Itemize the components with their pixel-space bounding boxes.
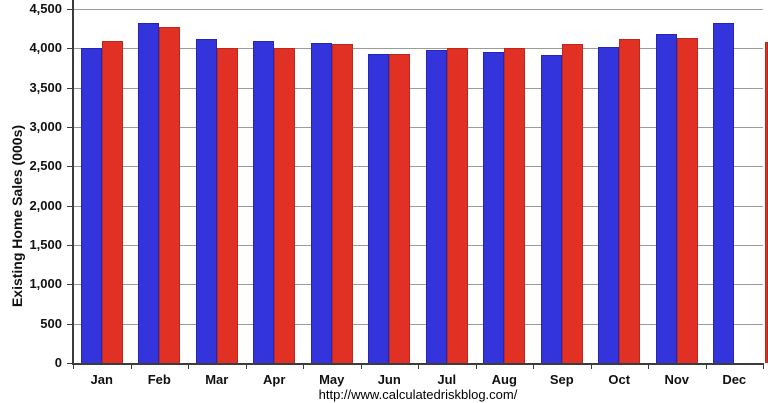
bar-feb-red-series	[159, 27, 181, 363]
x-tick-label-jan: Jan	[90, 372, 113, 387]
x-tick-label-jun: Jun	[377, 372, 401, 387]
x-tick-mark	[245, 365, 247, 369]
gridline	[73, 87, 763, 89]
y-tick-mark	[67, 87, 73, 89]
y-tick-mark	[67, 9, 73, 10]
x-tick-label-may: May	[319, 372, 345, 387]
y-tick-label: 1,000	[29, 276, 62, 292]
bar-jun-blue-series	[368, 53, 390, 363]
x-tick-label-mar: Mar	[205, 372, 229, 387]
gridline	[73, 166, 763, 168]
gridline	[73, 245, 763, 246]
x-tick-label-sep: Sep	[549, 372, 574, 387]
y-tick-mark	[67, 245, 73, 246]
y-tick-mark	[67, 205, 73, 207]
x-tick-mark	[418, 365, 419, 369]
bar-sep-blue-series	[540, 54, 562, 363]
x-tick-mark	[533, 365, 534, 369]
x-tick-mark	[360, 365, 362, 369]
y-tick-mark	[67, 284, 73, 286]
source-url: http://www.calculatedriskblog.com/	[318, 387, 518, 402]
bar-nov-red-series	[676, 38, 698, 363]
bar-oct-red-series	[619, 38, 641, 363]
y-tick-mark	[67, 48, 73, 50]
bar-jul-blue-series	[425, 49, 447, 363]
bar-sep-red-series	[561, 43, 583, 363]
x-tick-label-nov: Nov	[664, 372, 690, 387]
bar-aug-red-series	[504, 47, 526, 363]
y-tick-label: 2,000	[29, 197, 62, 213]
bar-oct-blue-series	[598, 46, 620, 363]
bar-jan-blue-series	[80, 48, 102, 363]
y-tick-label: 2,500	[29, 158, 62, 174]
x-tick-mark	[763, 365, 764, 369]
bar-aug-blue-series	[483, 52, 505, 363]
x-axis-line	[72, 363, 764, 365]
y-tick-label: 0	[54, 355, 62, 370]
bar-mar-blue-series	[195, 38, 217, 363]
bar-jul-red-series	[446, 47, 468, 363]
bar-jun-red-series	[389, 53, 411, 363]
y-axis-line	[72, 0, 74, 364]
y-tick-mark	[67, 363, 73, 364]
gridline	[73, 205, 763, 207]
x-tick-label-oct: Oct	[608, 372, 631, 387]
x-tick-mark	[130, 365, 132, 369]
y-tick-label: 4,500	[29, 1, 62, 16]
bar-mar-red-series	[216, 47, 238, 363]
x-tick-mark	[590, 365, 592, 369]
x-tick-label-dec: Dec	[722, 372, 747, 387]
y-tick-label: 3,000	[29, 119, 62, 134]
bar-nov-blue-series	[655, 34, 677, 363]
x-tick-mark	[188, 365, 189, 369]
x-tick-label-apr: Apr	[263, 372, 286, 387]
x-tick-mark	[303, 365, 304, 369]
gridline	[73, 323, 763, 325]
gridline	[73, 127, 763, 128]
bar-feb-blue-series	[138, 23, 160, 363]
x-tick-label-feb: Feb	[147, 372, 171, 387]
x-tick-mark	[648, 365, 649, 369]
gridline	[73, 9, 763, 10]
gridline	[73, 284, 763, 286]
x-tick-label-aug: Aug	[491, 372, 517, 387]
y-tick-label: 500	[40, 315, 62, 331]
x-tick-mark	[73, 365, 74, 369]
bar-jan-red-series	[101, 41, 123, 363]
y-tick-label: 3,500	[29, 79, 62, 95]
bar-may-red-series	[331, 44, 353, 363]
y-tick-mark	[67, 166, 73, 168]
y-tick-mark	[67, 323, 73, 325]
y-tick-label: 4,000	[29, 40, 62, 56]
bar-apr-blue-series	[253, 41, 275, 363]
y-tick-label: 1,500	[29, 237, 62, 252]
bar-may-blue-series	[310, 42, 332, 363]
x-tick-mark	[705, 365, 707, 369]
bar-dec-blue-series	[713, 23, 735, 363]
bar-apr-red-series	[274, 48, 296, 363]
x-tick-mark	[475, 365, 477, 369]
y-tick-mark	[67, 127, 73, 128]
gridline	[73, 48, 763, 50]
x-tick-label-jul: Jul	[437, 372, 457, 387]
